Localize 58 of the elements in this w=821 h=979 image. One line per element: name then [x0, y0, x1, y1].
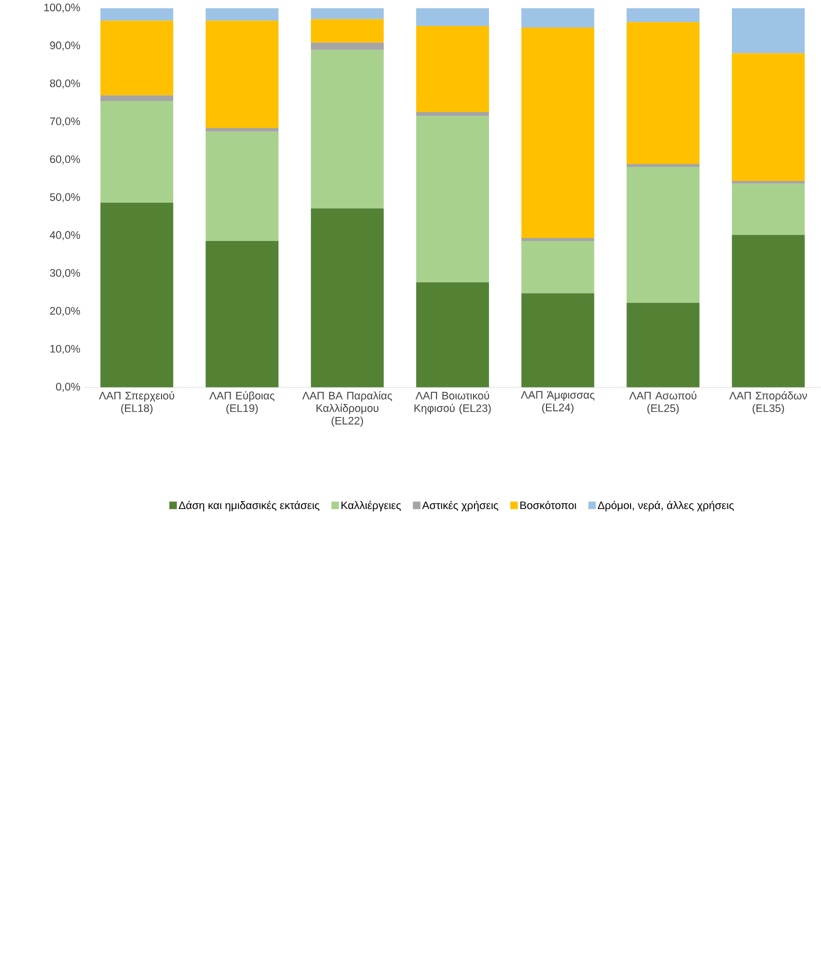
bar [521, 238, 594, 241]
y-tick-label: 50,0% [50, 193, 80, 202]
x-tick-label: ΛΑΠ Ασωπού (EL25) [629, 391, 696, 414]
x-tick-label: ΛΑΠ Σποράδων (EL35) [729, 391, 807, 414]
bar [206, 20, 278, 128]
y-tick-label: 20,0% [50, 307, 80, 316]
bar [626, 167, 700, 303]
legend-label: Καλλιέργειες [341, 500, 401, 512]
bar [100, 20, 174, 96]
bar [521, 8, 594, 28]
bar [310, 208, 384, 388]
y-tick-label: 80,0% [50, 79, 80, 88]
y-tick-label: 0,0% [56, 382, 80, 392]
bar [521, 240, 594, 294]
bar [206, 8, 278, 21]
bar [416, 282, 489, 388]
x-tick-label: ΛΑΠ Βοιωτικού Κηφισού (EL23) [414, 391, 491, 414]
bar [732, 181, 805, 184]
bar [100, 8, 174, 21]
legend-label: Βοσκότοποι [520, 500, 576, 510]
bar [100, 95, 174, 102]
bar [626, 8, 700, 22]
bar [310, 42, 384, 50]
legend-label: Δρόμοι, νερά, άλλες χρήσεις [598, 500, 734, 512]
bar [732, 8, 805, 54]
bar [206, 240, 278, 388]
bar [626, 22, 700, 164]
bar [521, 293, 594, 388]
x-tick-label: ΛΑΠ Άμφισσας (EL24) [520, 391, 594, 414]
bar [310, 19, 384, 43]
bar [310, 50, 384, 208]
x-tick-label: ΛΑΠ Εύβοιας (EL19) [209, 391, 274, 414]
bar [626, 302, 700, 388]
y-tick-label: 40,0% [50, 231, 80, 240]
bar [416, 26, 489, 112]
bar [416, 8, 489, 26]
y-tick-label: 100,0% [44, 4, 80, 13]
bar [206, 132, 278, 241]
bar [416, 112, 489, 116]
y-tick-label: 90,0% [50, 42, 80, 51]
legend-label: Δάση και ημιδασικές εκτάσεις [178, 500, 320, 512]
x-tick-label: ΛΑΠ Σπερχειού (EL18) [98, 391, 174, 414]
bar [206, 128, 278, 132]
y-tick-label: 70,0% [50, 117, 80, 126]
x-tick-label: ΛΑΠ ΒΑ Παραλίας Καλλίδρομου (EL22) [302, 391, 392, 427]
bar [732, 53, 805, 182]
bar [416, 116, 489, 282]
bar [732, 234, 805, 388]
y-tick-label: 30,0% [50, 269, 80, 278]
bar [100, 202, 174, 388]
bar [521, 27, 594, 238]
bar [310, 8, 384, 20]
legend-label: Αστικές χρήσεις [422, 500, 498, 512]
bar [100, 101, 174, 203]
bar [626, 164, 700, 168]
y-tick-label: 60,0% [50, 155, 80, 164]
y-tick-label: 10,0% [50, 344, 80, 354]
bar [732, 184, 805, 235]
